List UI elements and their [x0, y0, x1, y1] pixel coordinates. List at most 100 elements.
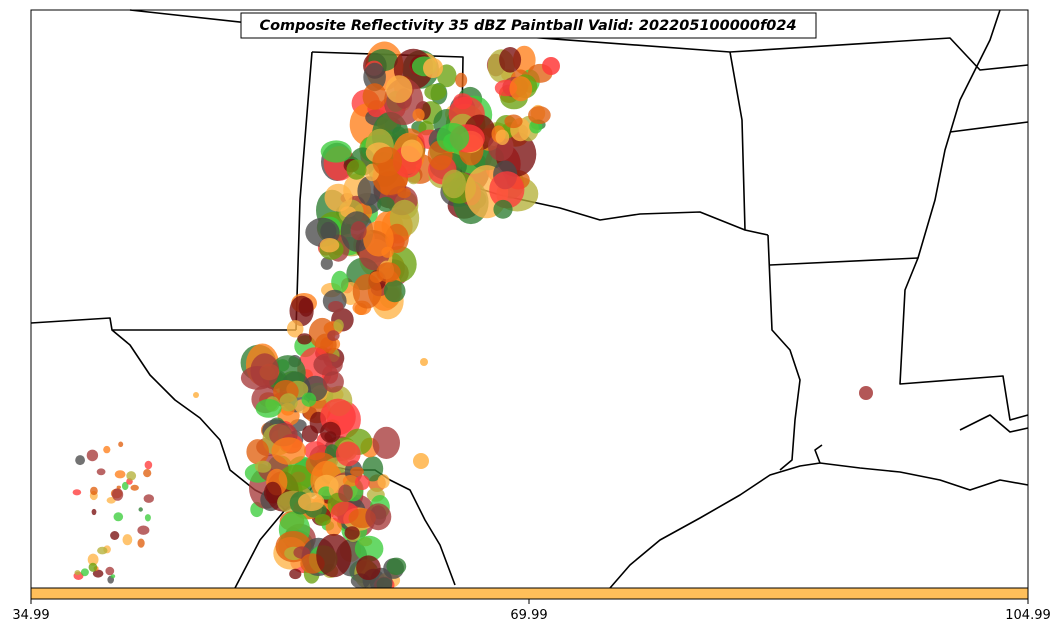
- paintball-blob: [137, 525, 150, 535]
- paintball-blob: [383, 280, 406, 303]
- paintball-blob: [499, 47, 522, 73]
- paintball-blob: [118, 441, 124, 448]
- paintball-blob: [92, 569, 104, 578]
- paintball-blob: [308, 317, 336, 349]
- colorbar-tick-min: 34.99: [12, 608, 49, 623]
- paintball-blob: [112, 488, 124, 501]
- paintball-blob: [354, 475, 370, 491]
- paintball-blob: [372, 146, 403, 177]
- paintball-blob: [413, 453, 429, 469]
- paintball-blob: [105, 566, 115, 576]
- colorbar-tick-mid: 69.99: [510, 608, 547, 623]
- paintball-blob: [289, 568, 302, 580]
- paintball-blob: [424, 84, 447, 101]
- paintball-blob: [103, 445, 111, 454]
- paintball-blob: [386, 557, 407, 575]
- paintball-blob: [362, 456, 384, 482]
- paintball-blob: [193, 392, 199, 398]
- paintball-blob: [489, 171, 525, 209]
- paintball-blob: [121, 481, 129, 491]
- paintball-blob: [126, 471, 137, 481]
- paintball-blob: [859, 386, 873, 400]
- paintball-blob: [320, 221, 337, 241]
- paintball-blob: [400, 139, 423, 163]
- paintball-blob: [324, 183, 353, 212]
- map-area: [30, 9, 1029, 597]
- paintball-blob: [114, 470, 126, 479]
- paintball-blob: [286, 320, 304, 338]
- paintball-blob: [138, 507, 143, 512]
- paintball-blob: [324, 431, 337, 442]
- paintball-blob: [72, 489, 82, 496]
- paintball-blob: [301, 425, 319, 443]
- paintball-blob: [264, 481, 282, 504]
- paintball-blob: [441, 169, 467, 199]
- paintball-blob: [412, 108, 425, 122]
- paintball-blob: [144, 460, 153, 470]
- paintball-blob: [385, 75, 413, 103]
- paintball-blob: [436, 123, 470, 153]
- paintball-blob: [354, 535, 384, 562]
- colorbar-bar: [30, 587, 1029, 600]
- paintball-blob: [316, 533, 352, 578]
- paintball-blob: [254, 460, 272, 473]
- paintball-blob: [130, 484, 139, 491]
- paintball-blob: [88, 562, 98, 572]
- paintball-blob: [110, 531, 120, 540]
- paintball-blob: [335, 441, 361, 467]
- paintball-blob: [397, 187, 411, 199]
- paintball-blob: [246, 439, 269, 465]
- paintball-blob: [344, 526, 360, 540]
- paintball-blob: [96, 468, 106, 476]
- paintball-blob: [320, 140, 352, 163]
- paintball-blob: [327, 330, 340, 341]
- paintball-blob: [91, 508, 97, 516]
- paintball-blob: [365, 503, 392, 531]
- paintball-blob: [542, 57, 560, 75]
- paintball-blob: [301, 392, 317, 407]
- paintball-blob: [320, 257, 333, 270]
- paintball-blob: [250, 353, 279, 388]
- paintball-blob: [350, 221, 367, 241]
- paintball-blob: [143, 469, 152, 478]
- paintball-blob: [297, 333, 312, 345]
- paintball-blob: [298, 297, 314, 317]
- paintball-blob: [110, 574, 116, 579]
- paintball-blob: [363, 62, 386, 92]
- paintball-blob: [137, 538, 145, 548]
- paintball-blob: [271, 437, 307, 465]
- paintball-blob: [372, 426, 400, 459]
- paintball-blob: [122, 534, 133, 546]
- paintball-blob: [278, 464, 314, 492]
- paintball-blob: [298, 492, 325, 512]
- paintball-blob: [90, 486, 98, 496]
- paintball-blob: [342, 475, 359, 487]
- paintball-blob: [314, 514, 331, 526]
- paintball-blob: [279, 393, 298, 412]
- paintball-blob: [493, 199, 513, 219]
- map-title: Composite Reflectivity 35 dBZ Paintball …: [240, 12, 817, 39]
- paintball-blob: [504, 114, 523, 129]
- colorbar: 34.99 69.99 104.99: [12, 587, 1051, 623]
- paintball-blob: [509, 76, 533, 102]
- paintball-blob: [453, 93, 473, 110]
- paintball-blob: [116, 485, 122, 489]
- paintball-blob: [328, 301, 344, 313]
- paintball-blob: [86, 449, 99, 462]
- paintball-blob: [338, 484, 353, 502]
- paintball-blob: [97, 546, 108, 555]
- reflectivity-paintball-blobs: [72, 41, 873, 597]
- paintball-blob: [313, 353, 343, 376]
- paintball-blob: [352, 274, 382, 309]
- paintball-blob: [144, 514, 151, 522]
- paintball-blob: [319, 238, 340, 253]
- title-text: Composite Reflectivity 35 dBZ Paintball …: [259, 18, 796, 34]
- paintball-blob: [74, 570, 81, 576]
- paintball-blob: [377, 196, 395, 212]
- paintball-blob: [455, 72, 468, 88]
- paintball-blob: [255, 399, 282, 418]
- paintball-blob: [333, 319, 344, 332]
- paintball-blob: [322, 371, 344, 393]
- paintball-blob: [420, 358, 428, 366]
